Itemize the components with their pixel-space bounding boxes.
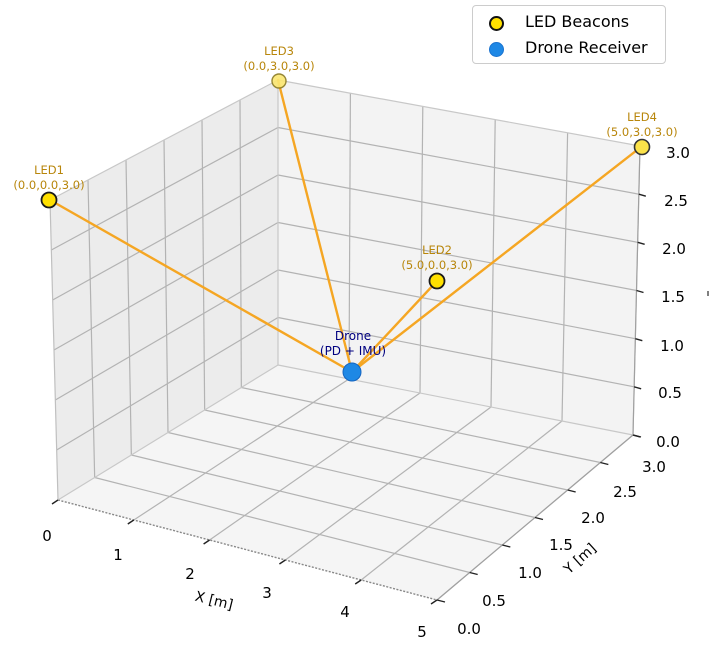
pane-back-wall — [278, 80, 640, 435]
x-axis-line — [57, 499, 438, 601]
led4-name: LED4 — [627, 110, 657, 124]
left-front-edge — [49, 199, 59, 501]
y-tick-2.0: 2.0 — [581, 509, 605, 527]
led3-name: LED3 — [264, 44, 294, 58]
beam-led3 — [276, 78, 354, 374]
grid-lines — [51, 93, 639, 581]
z-tick-0.5: 0.5 — [658, 384, 682, 402]
led4-coord: (5.0,3.0,3.0) — [606, 125, 677, 139]
z-tick-3.0: 3.0 — [666, 144, 690, 162]
axis-ticks — [51, 145, 648, 605]
y-tick-0.5: 0.5 — [482, 592, 506, 610]
beam-led1 — [48, 198, 354, 374]
led1-name: LED1 — [34, 163, 64, 177]
drone-sub: (PD + IMU) — [320, 344, 386, 358]
x-tick-1: 1 — [113, 546, 123, 564]
led2-marker[interactable] — [428, 272, 446, 290]
led3-marker[interactable] — [271, 73, 287, 89]
drone-name: Drone — [335, 329, 371, 343]
legend-label: LED Beacons — [525, 12, 630, 31]
y-tick-3.0: 3.0 — [642, 458, 666, 476]
y-tick-1.5: 1.5 — [549, 536, 573, 554]
x-tick-0: 0 — [42, 527, 52, 545]
led2-coord: (5.0,0.0,3.0) — [401, 258, 472, 272]
led3-coord: (0.0,3.0,3.0) — [243, 59, 314, 73]
beam-led4 — [350, 145, 643, 374]
z-tick-2.5: 2.5 — [664, 192, 688, 210]
led1-marker[interactable] — [40, 191, 58, 209]
led1-coord: (0.0,0.0,3.0) — [13, 178, 84, 192]
beam-led2 — [350, 279, 439, 374]
legend-label: Drone Receiver — [525, 38, 648, 57]
x-tick-3: 3 — [262, 584, 272, 602]
y-tick-2.5: 2.5 — [613, 483, 637, 501]
led2-name: LED2 — [422, 243, 452, 257]
x-tick-5: 5 — [417, 623, 427, 641]
z-tick-1.0: 1.0 — [660, 337, 684, 355]
legend: LED Beacons Drone Receiver — [472, 5, 666, 64]
drone-receiver-legend-icon — [489, 42, 504, 57]
z-tick-2.0: 2.0 — [662, 240, 686, 258]
y-tick-1.0: 1.0 — [518, 564, 542, 582]
led-beacon-legend-icon — [489, 16, 504, 31]
x-axis-label: X [m] — [193, 589, 234, 614]
pane-left-wall — [50, 80, 278, 500]
z-tick-0.0: 0.0 — [656, 433, 680, 451]
z-tick-1.5: 1.5 — [661, 288, 685, 306]
y-tick-0.0: 0.0 — [457, 620, 481, 638]
x-tick-4: 4 — [340, 603, 350, 621]
x-tick-2: 2 — [185, 565, 195, 583]
drone-marker[interactable] — [342, 362, 362, 382]
led4-marker[interactable] — [633, 138, 651, 156]
beam-lines — [48, 78, 643, 374]
